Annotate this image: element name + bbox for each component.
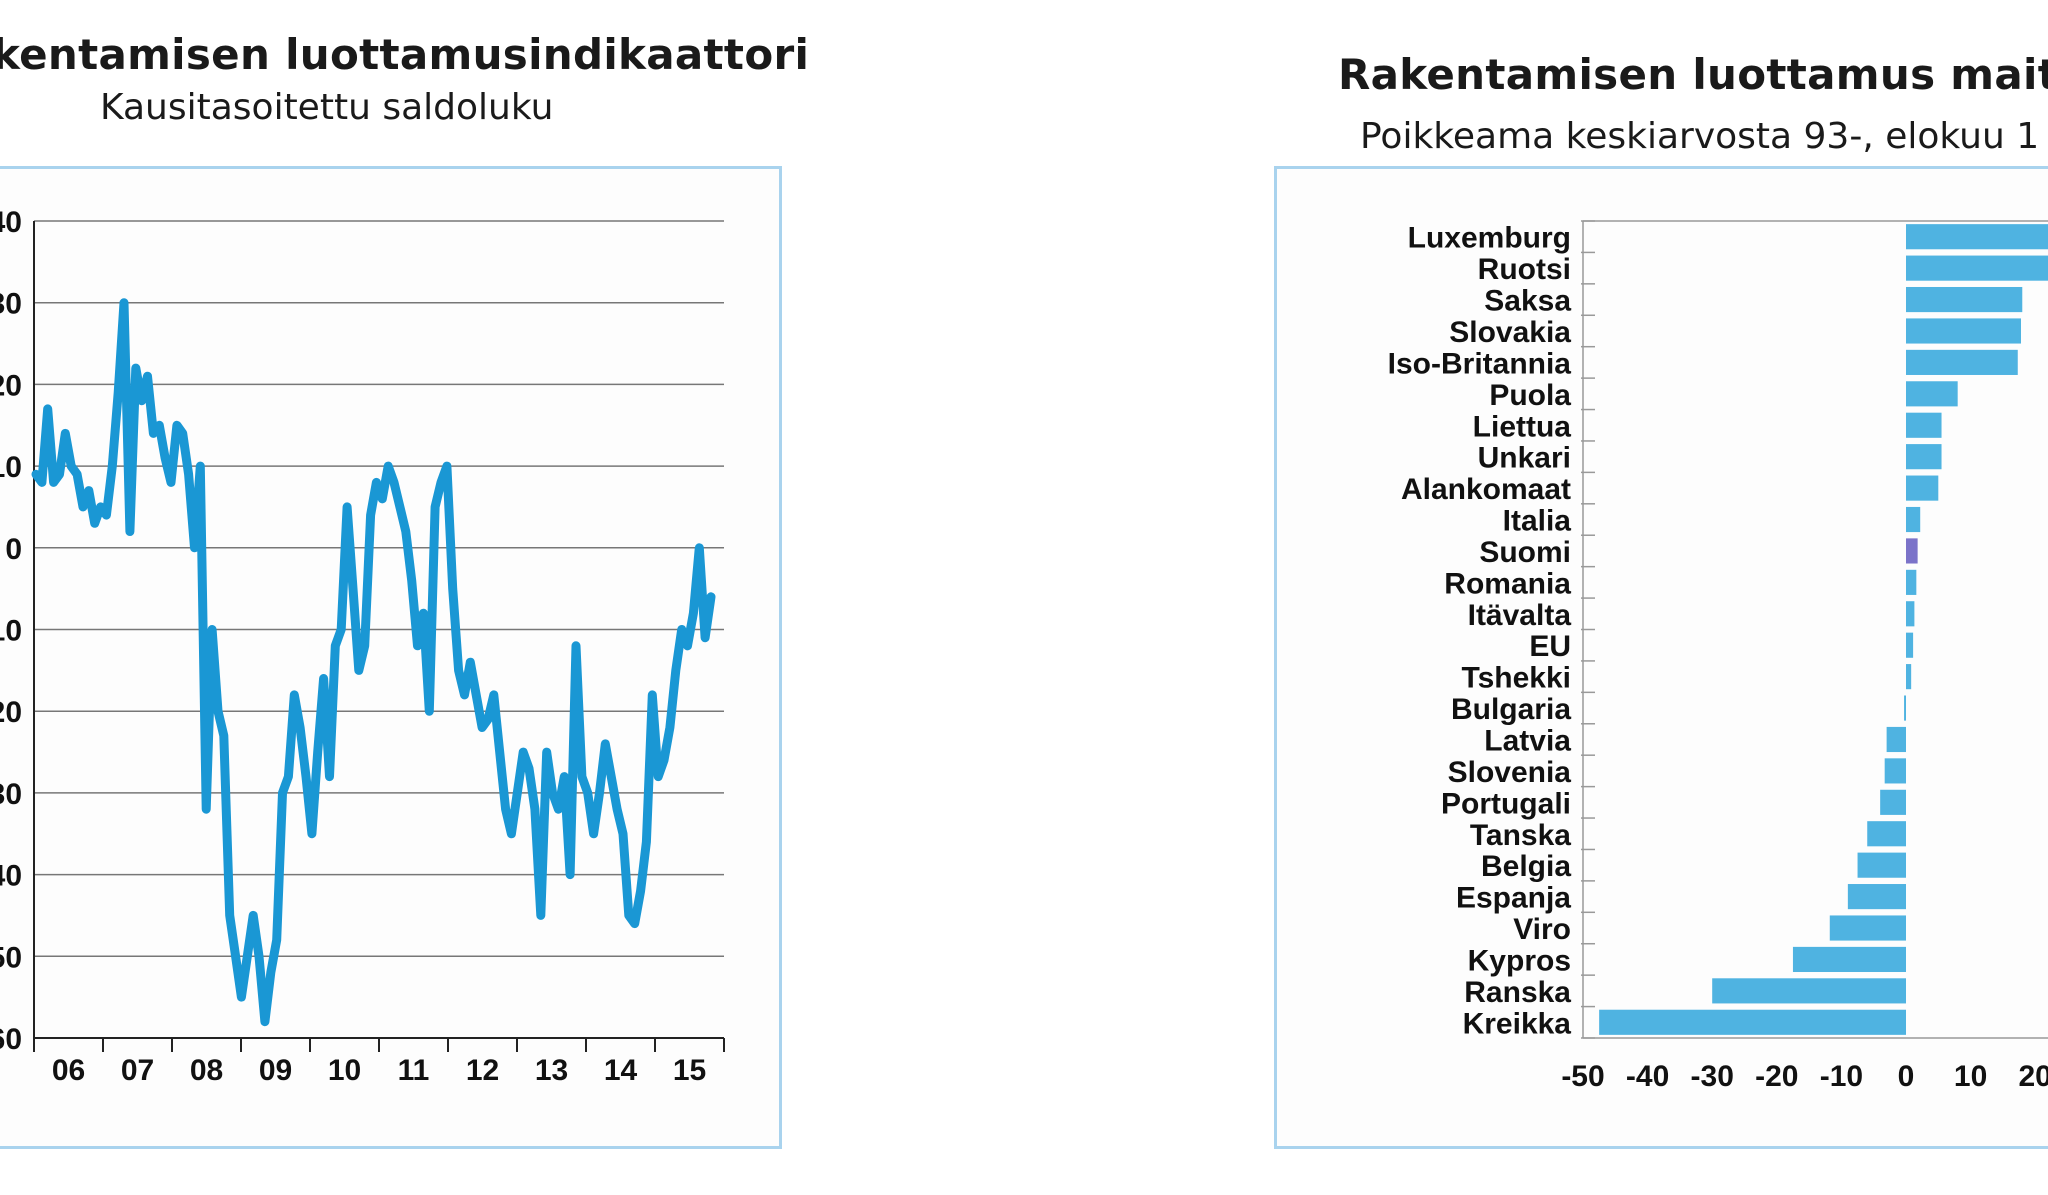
bar-category-label: EU: [1529, 630, 1571, 663]
bar-category-label: Latvia: [1484, 724, 1571, 757]
bar-category-label: Ruotsi: [1478, 253, 1571, 286]
y-tick-label: 40: [0, 206, 22, 239]
x-tick-label: 13: [535, 1054, 568, 1087]
left-chart-frame: [0, 166, 782, 1149]
bar-category-label: Italia: [1503, 505, 1572, 538]
x-tick-label: 15: [673, 1054, 706, 1087]
x-tick-label: 08: [190, 1054, 223, 1087]
y-tick-label: -30: [0, 778, 22, 811]
bar: [1886, 726, 1906, 753]
x-tick-label: -20: [1755, 1060, 1798, 1093]
bar: [1906, 412, 1942, 438]
bar: [1906, 664, 1912, 690]
series-line: [31, 298, 716, 1027]
bar: [1792, 946, 1906, 973]
x-tick-label: -50: [1561, 1060, 1604, 1093]
bar: [1906, 601, 1915, 627]
left-chart-title: kentamisen luottamusindikaattori: [0, 30, 810, 79]
bar-category-label: Iso-Britannia: [1388, 347, 1572, 380]
bar: [1884, 758, 1906, 784]
bar: [1847, 884, 1906, 910]
bar: [1906, 506, 1921, 533]
y-tick-label: -20: [0, 696, 22, 729]
bar: [1906, 538, 1918, 564]
x-tick-label: 06: [52, 1054, 85, 1087]
bar-category-label: Slovenia: [1448, 756, 1572, 789]
bar-category-label: Portugali: [1441, 787, 1571, 820]
bar-category-label: Belgia: [1481, 850, 1571, 883]
bar-category-label: Viro: [1513, 913, 1571, 946]
x-tick-label: 12: [466, 1054, 499, 1087]
bar-category-label: Alankomaat: [1401, 473, 1571, 506]
bar: [1829, 915, 1906, 941]
bar: [1904, 695, 1906, 721]
bar: [1867, 821, 1906, 847]
bar-category-label: Luxemburg: [1408, 222, 1571, 255]
y-tick-label: -50: [0, 941, 22, 974]
x-tick-label: 10: [1954, 1060, 1987, 1093]
bar: [1906, 318, 2021, 344]
bar: [1599, 1009, 1906, 1035]
bar-category-label: Puola: [1489, 379, 1571, 412]
x-tick-label: 0: [1898, 1060, 1915, 1093]
bar-category-label: Tshekki: [1462, 662, 1572, 695]
x-tick-label: 10: [328, 1054, 361, 1087]
y-tick-label: -60: [0, 1023, 22, 1056]
bar-category-label: Unkari: [1478, 442, 1571, 475]
y-tick-label: -10: [0, 615, 22, 648]
x-tick-label: -30: [1691, 1060, 1734, 1093]
y-tick-label: 30: [0, 288, 22, 321]
bar-category-label: Kreikka: [1463, 1007, 1572, 1040]
bar-category-label: Espanja: [1456, 882, 1571, 915]
bar: [1857, 852, 1906, 878]
bar: [1906, 632, 1914, 658]
bar-category-label: Romania: [1444, 567, 1571, 600]
bar: [1906, 224, 2048, 250]
x-tick-label: 14: [604, 1054, 638, 1087]
left-chart-subtitle: Kausitasoitettu saldoluku: [100, 87, 554, 128]
bar-category-label: Ranska: [1464, 976, 1571, 1009]
y-tick-label: 20: [0, 369, 22, 402]
right-chart-title: Rakentamisen luottamus maitta: [1338, 50, 2048, 99]
bar: [1906, 381, 1958, 407]
bar: [1906, 255, 2048, 281]
bar-category-label: Slovakia: [1449, 316, 1571, 349]
right-chart-subtitle: Poikkeama keskiarvosta 93-, elokuu 1: [1360, 116, 2040, 157]
bar-category-label: Suomi: [1479, 536, 1571, 569]
x-tick-label: 07: [121, 1054, 154, 1087]
bar: [1906, 286, 2023, 313]
bar: [1880, 789, 1906, 815]
bar-category-label: Tanska: [1470, 819, 1571, 852]
x-tick-label: -10: [1820, 1060, 1863, 1093]
bar: [1712, 978, 1906, 1004]
bar-category-label: Liettua: [1473, 410, 1572, 443]
x-tick-label: 11: [398, 1054, 430, 1087]
y-tick-label: 0: [5, 533, 22, 566]
bar: [1906, 475, 1939, 501]
bar-category-label: Bulgaria: [1451, 693, 1571, 726]
y-tick-label: -40: [0, 860, 22, 893]
x-tick-label: 20: [2019, 1060, 2048, 1093]
bar-category-label: Kypros: [1468, 944, 1571, 977]
bar: [1906, 444, 1942, 470]
bar: [1906, 349, 2018, 375]
bar-category-label: Saksa: [1484, 285, 1571, 318]
x-tick-label: -40: [1626, 1060, 1669, 1093]
x-tick-label: 09: [259, 1054, 292, 1087]
bar: [1906, 569, 1917, 595]
y-tick-label: 10: [0, 451, 22, 484]
bar-category-label: Itävalta: [1468, 599, 1572, 632]
